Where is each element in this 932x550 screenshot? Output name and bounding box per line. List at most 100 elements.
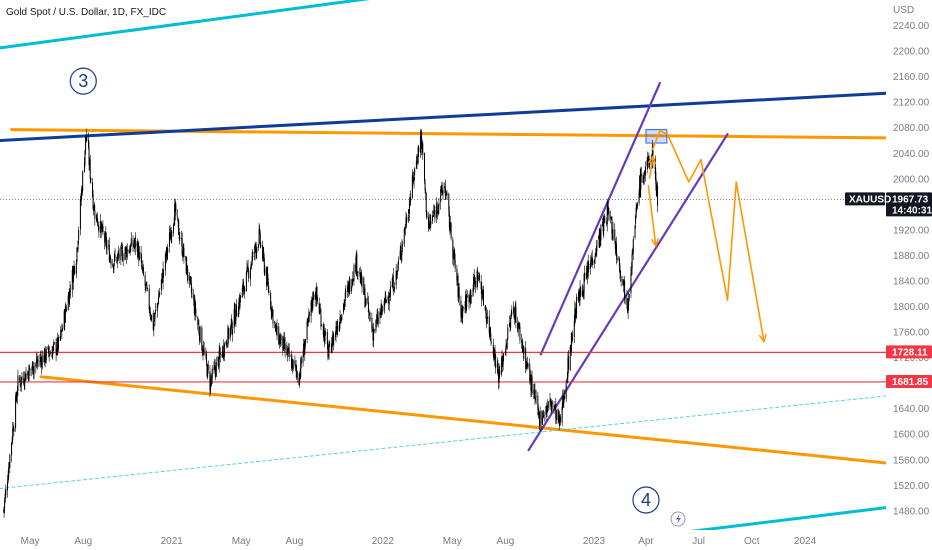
candle xyxy=(108,237,110,263)
candle xyxy=(168,226,170,253)
candle xyxy=(432,210,434,224)
candle xyxy=(530,369,532,398)
candle xyxy=(170,226,172,244)
candle xyxy=(292,359,294,372)
candle xyxy=(251,251,253,266)
candle xyxy=(118,245,120,261)
candle xyxy=(92,189,94,211)
price-tick: 1760.00 xyxy=(893,328,930,339)
candle xyxy=(142,260,144,272)
candle xyxy=(120,245,122,265)
target-zone-box[interactable] xyxy=(645,129,668,144)
candle xyxy=(631,261,633,276)
projection-alt-down[interactable] xyxy=(647,185,660,247)
candle xyxy=(654,155,656,181)
candle xyxy=(190,276,192,298)
candle xyxy=(413,176,415,189)
candle xyxy=(80,192,82,202)
candle xyxy=(462,304,464,325)
candle xyxy=(543,410,545,419)
time-axis[interactable] xyxy=(0,530,932,550)
trendline-long-term-rising[interactable] xyxy=(0,91,888,142)
candle xyxy=(126,245,128,265)
candle xyxy=(49,346,51,357)
candle xyxy=(271,307,273,319)
candle xyxy=(226,346,228,348)
candle xyxy=(325,328,327,336)
price-tick: 2080.00 xyxy=(893,123,930,134)
candle xyxy=(290,350,292,372)
time-tick: Aug xyxy=(497,536,515,547)
trendline-channel-upper[interactable] xyxy=(539,81,661,356)
candle xyxy=(388,292,390,312)
candle xyxy=(643,170,645,185)
candle xyxy=(428,223,430,231)
candle xyxy=(194,295,196,321)
candle xyxy=(553,401,555,414)
trendline-support[interactable] xyxy=(39,375,888,465)
candle xyxy=(628,292,630,311)
wave-label-3[interactable]: 3 xyxy=(69,67,97,95)
candle xyxy=(142,264,144,277)
trendline-cyan-top[interactable] xyxy=(0,0,540,50)
candle xyxy=(407,209,409,223)
price-axis[interactable] xyxy=(886,0,932,550)
candle xyxy=(302,350,304,367)
time-tick: May xyxy=(21,536,40,547)
candle xyxy=(598,235,600,240)
price-tick: 1640.00 xyxy=(893,404,930,415)
lightning-icon[interactable] xyxy=(670,511,686,527)
candle xyxy=(78,226,80,244)
price-tick: 2200.00 xyxy=(893,47,930,58)
candle xyxy=(218,345,220,373)
candle xyxy=(185,255,187,261)
candle xyxy=(494,345,496,359)
projection-alt-up[interactable] xyxy=(647,155,656,179)
candle xyxy=(340,314,342,324)
candle xyxy=(166,247,168,261)
candle xyxy=(349,277,351,294)
candle xyxy=(156,302,158,318)
candle xyxy=(538,412,540,418)
projection-forecast[interactable] xyxy=(651,130,767,343)
candle xyxy=(517,316,519,333)
candle xyxy=(448,206,450,232)
wave-label-4[interactable]: 4 xyxy=(632,486,660,514)
candle xyxy=(351,279,353,288)
candle xyxy=(92,178,94,199)
candle xyxy=(365,296,367,307)
trendline-channel-lower[interactable] xyxy=(527,132,729,452)
candle xyxy=(72,266,74,283)
candle xyxy=(175,201,177,221)
time-tick: Apr xyxy=(638,536,654,547)
candle xyxy=(647,151,649,170)
candle xyxy=(61,323,63,340)
candle xyxy=(218,356,220,370)
trendline-cyan-dashed[interactable] xyxy=(0,395,887,489)
candle xyxy=(274,323,276,332)
candle xyxy=(217,356,219,367)
candle xyxy=(295,359,297,378)
candle xyxy=(57,337,59,356)
candle xyxy=(88,141,90,171)
candle xyxy=(132,235,134,252)
candle xyxy=(589,255,591,275)
candle xyxy=(360,269,362,286)
candle xyxy=(203,341,205,356)
candle xyxy=(33,371,35,380)
candle xyxy=(410,190,412,206)
candle xyxy=(129,245,131,256)
candle xyxy=(461,304,463,323)
candle xyxy=(64,308,66,331)
candle xyxy=(31,366,33,377)
candle xyxy=(332,333,334,345)
svg-text:XAUUSD: XAUUSD xyxy=(849,194,891,205)
candle xyxy=(210,373,212,387)
trendline-cyan-bottom[interactable] xyxy=(690,506,888,533)
candle xyxy=(234,303,236,327)
candle xyxy=(533,383,535,399)
candle xyxy=(288,343,290,362)
candle xyxy=(535,389,537,405)
candle xyxy=(307,318,309,327)
